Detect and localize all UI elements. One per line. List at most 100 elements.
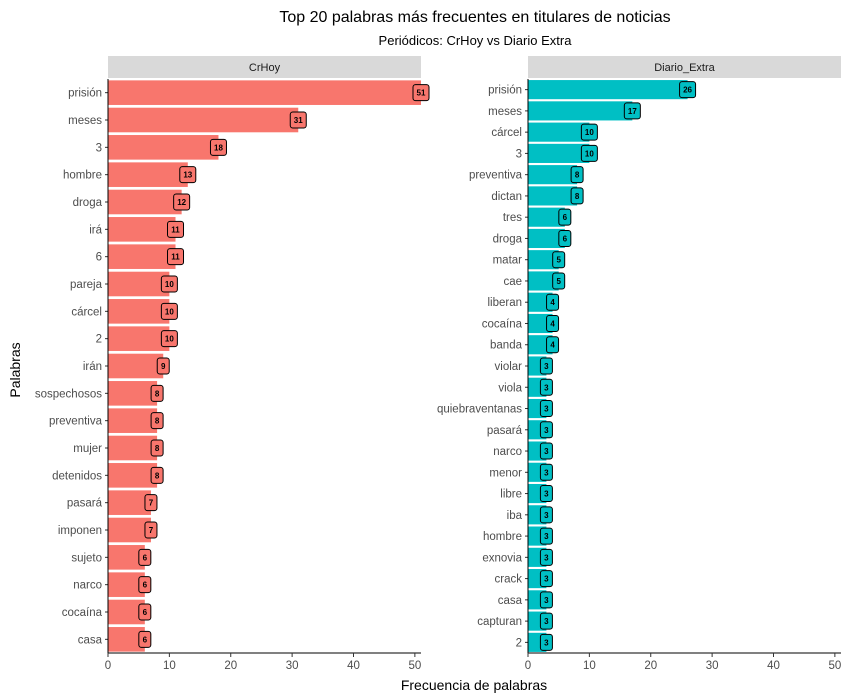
data-label: 4 bbox=[550, 298, 555, 307]
data-label-box bbox=[167, 220, 185, 238]
data-label-box bbox=[539, 442, 553, 460]
category-label: cocaína bbox=[62, 607, 103, 619]
data-label-box bbox=[150, 412, 164, 430]
data-label-box bbox=[539, 570, 553, 588]
category-label: pareja bbox=[70, 279, 103, 291]
data-label: 6 bbox=[143, 608, 148, 617]
facet-panels: CrHoy prisión 51 meses 31 3 18 hombre 13 droga 12 i… bbox=[35, 56, 841, 672]
data-label: 4 bbox=[550, 319, 555, 328]
bar bbox=[528, 207, 565, 227]
data-label: 3 bbox=[544, 596, 549, 605]
data-label-box bbox=[160, 302, 178, 320]
data-label: 9 bbox=[161, 362, 166, 371]
data-label: 18 bbox=[214, 143, 223, 152]
data-label: 7 bbox=[149, 499, 154, 508]
data-label-box bbox=[570, 166, 584, 184]
data-label-box bbox=[539, 463, 553, 481]
bar bbox=[108, 517, 151, 543]
category-label: hombre bbox=[483, 531, 522, 543]
category-label: matar bbox=[493, 255, 523, 267]
category-label: viola bbox=[498, 382, 522, 394]
data-label: 10 bbox=[165, 280, 174, 289]
category-label: hombre bbox=[63, 170, 102, 182]
data-label-box bbox=[138, 630, 152, 648]
category-label: exnovia bbox=[482, 552, 522, 564]
data-label-box bbox=[289, 111, 307, 129]
data-label-box bbox=[558, 229, 572, 247]
data-label: 6 bbox=[143, 553, 148, 562]
data-label-box bbox=[570, 187, 584, 205]
x-tick-label: 50 bbox=[828, 660, 841, 672]
data-label-box bbox=[539, 421, 553, 439]
category-label: 2 bbox=[96, 334, 102, 346]
data-label-box bbox=[558, 208, 572, 226]
data-label: 8 bbox=[155, 471, 160, 480]
category-label: prisión bbox=[488, 85, 522, 97]
data-label-box bbox=[546, 314, 560, 332]
x-tick-label: 0 bbox=[105, 660, 111, 672]
data-label: 3 bbox=[544, 447, 549, 456]
bar bbox=[528, 143, 590, 163]
category-label: dictan bbox=[491, 191, 522, 203]
category-label: irá bbox=[89, 224, 102, 236]
data-label: 26 bbox=[683, 86, 692, 95]
category-label: cárcel bbox=[491, 127, 522, 139]
bar bbox=[108, 326, 170, 351]
data-label-box bbox=[539, 485, 553, 503]
data-label-box bbox=[623, 102, 641, 120]
data-label: 3 bbox=[544, 383, 549, 392]
x-tick-label: 0 bbox=[525, 660, 531, 672]
bar bbox=[108, 107, 299, 133]
data-label: 3 bbox=[544, 490, 549, 499]
data-label-box bbox=[539, 633, 553, 651]
data-label-box bbox=[539, 527, 553, 545]
x-tick-label: 50 bbox=[408, 660, 421, 672]
bar bbox=[108, 80, 421, 105]
data-label: 3 bbox=[544, 532, 549, 541]
category-label: preventiva bbox=[469, 170, 523, 182]
data-label: 31 bbox=[294, 116, 303, 125]
x-tick-label: 40 bbox=[767, 660, 780, 672]
data-label: 8 bbox=[155, 444, 160, 453]
data-label-box bbox=[150, 384, 164, 402]
data-label: 10 bbox=[585, 128, 594, 137]
bar bbox=[528, 271, 559, 291]
category-label: menor bbox=[489, 467, 522, 479]
category-label: irán bbox=[83, 361, 102, 373]
category-label: mujer bbox=[73, 443, 102, 455]
category-label: liberan bbox=[487, 297, 522, 309]
data-label: 11 bbox=[171, 253, 180, 262]
data-label: 51 bbox=[417, 89, 426, 98]
bar bbox=[528, 80, 688, 100]
data-label-box bbox=[144, 521, 158, 539]
data-label: 7 bbox=[149, 526, 154, 535]
strip-label: CrHoy bbox=[249, 62, 281, 74]
data-label-box bbox=[138, 548, 152, 566]
category-label: libre bbox=[500, 489, 522, 501]
data-label-box bbox=[160, 330, 178, 348]
data-label: 8 bbox=[575, 171, 580, 180]
data-label: 3 bbox=[544, 617, 549, 626]
data-label-box bbox=[580, 123, 598, 141]
category-label: pasará bbox=[487, 425, 523, 437]
data-label-box bbox=[552, 251, 566, 269]
data-label-box bbox=[209, 138, 227, 156]
category-label: tres bbox=[503, 212, 522, 224]
category-label: 3 bbox=[516, 148, 522, 160]
data-label: 6 bbox=[563, 234, 568, 243]
data-label-box bbox=[552, 272, 566, 290]
data-label: 3 bbox=[544, 638, 549, 647]
data-label: 13 bbox=[183, 171, 192, 180]
category-label: capturan bbox=[477, 616, 522, 628]
bar bbox=[528, 250, 559, 270]
category-label: banda bbox=[490, 340, 523, 352]
category-label: prisión bbox=[68, 88, 102, 100]
bar bbox=[108, 244, 176, 269]
x-tick-label: 10 bbox=[163, 660, 176, 672]
data-label-box bbox=[160, 275, 178, 293]
chart-subtitle: Periódicos: CrHoy vs Diario Extra bbox=[379, 33, 573, 48]
bar bbox=[108, 408, 158, 433]
bar bbox=[528, 122, 590, 142]
data-label-box bbox=[580, 144, 598, 162]
